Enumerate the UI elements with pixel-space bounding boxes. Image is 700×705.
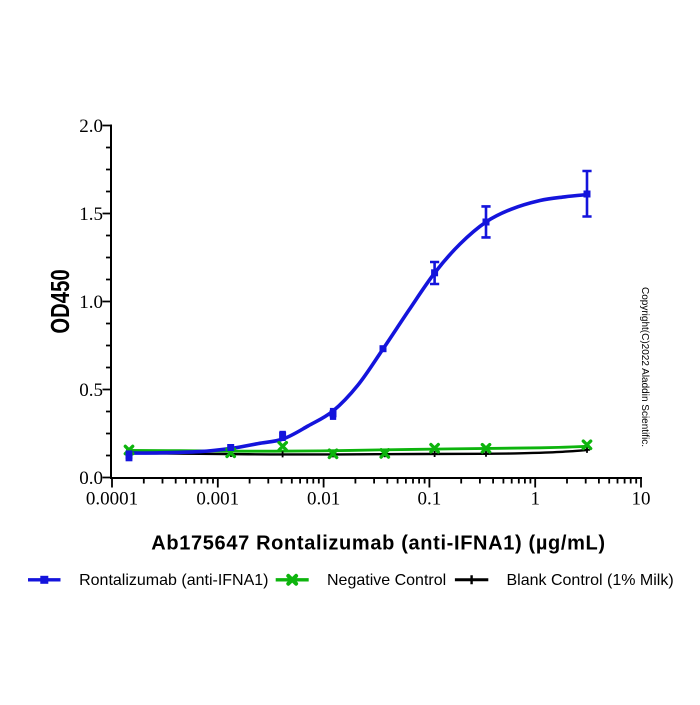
svg-text:0.0001: 0.0001 <box>86 489 138 510</box>
svg-text:1.5: 1.5 <box>79 204 103 225</box>
svg-text:Ab175647 Rontalizumab (anti-IF: Ab175647 Rontalizumab (anti-IFNA1) (µg/m… <box>151 533 605 555</box>
svg-text:Blank Control (1% Milk): Blank Control (1% Milk) <box>507 572 674 589</box>
svg-text:OD450: OD450 <box>46 269 75 333</box>
svg-text:2.0: 2.0 <box>79 116 103 137</box>
svg-text:1.0: 1.0 <box>79 292 103 313</box>
svg-text:0.0: 0.0 <box>79 468 103 489</box>
svg-text:Rontalizumab (anti-IFNA1): Rontalizumab (anti-IFNA1) <box>79 572 268 589</box>
svg-text:0.01: 0.01 <box>307 489 340 510</box>
svg-text:0.1: 0.1 <box>418 489 442 510</box>
svg-text:1: 1 <box>530 489 540 510</box>
svg-text:Copyright(C)2022 Aladdin Scien: Copyright(C)2022 Aladdin Scientific. <box>639 287 650 447</box>
svg-text:0.5: 0.5 <box>79 380 103 401</box>
svg-text:0.001: 0.001 <box>196 489 239 510</box>
svg-text:Negative Control: Negative Control <box>327 572 446 589</box>
svg-text:10: 10 <box>632 489 651 510</box>
